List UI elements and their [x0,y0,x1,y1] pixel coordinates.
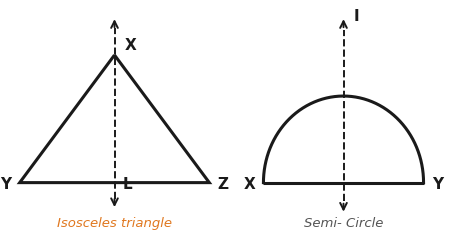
Text: Z: Z [218,177,229,192]
Text: X: X [243,177,255,192]
Text: I: I [354,9,360,24]
Text: Semi- Circle: Semi- Circle [304,218,383,231]
Text: Y: Y [432,177,443,192]
Text: Isosceles triangle: Isosceles triangle [57,218,172,231]
Text: Y: Y [0,177,11,192]
Text: L: L [123,177,132,192]
Text: X: X [125,38,137,53]
